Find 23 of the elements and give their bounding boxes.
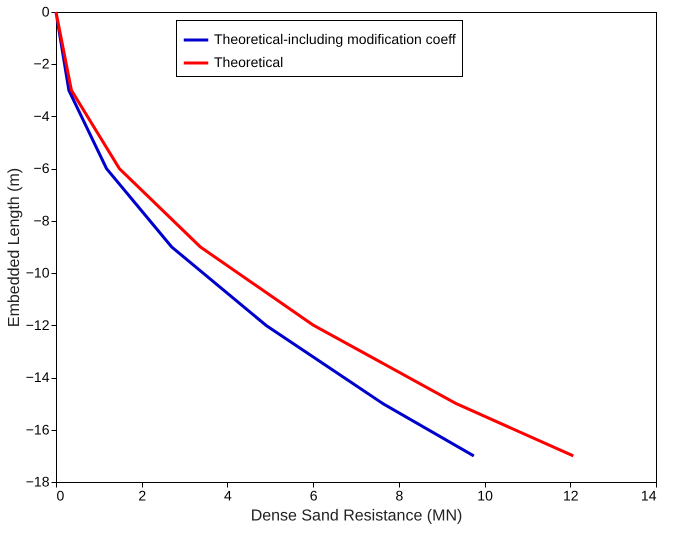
y-tick-label: −6 xyxy=(34,160,50,176)
x-tick-label: 4 xyxy=(224,488,232,504)
line-series xyxy=(54,10,575,458)
y-tick-label: −18 xyxy=(26,474,50,490)
x-tick-label: 8 xyxy=(395,488,404,504)
y-tick-label: −8 xyxy=(34,212,50,228)
y-axis-title: Embedded Length (m) xyxy=(6,168,23,328)
y-tick-label: −12 xyxy=(26,316,50,333)
y-tick-label: −4 xyxy=(34,108,50,124)
x-tick-label: 0 xyxy=(56,488,64,504)
y-tick-label: −2 xyxy=(34,56,50,72)
y-tick-label: −14 xyxy=(26,369,50,386)
x-axis-title: Dense Sand Resistance (MN) xyxy=(250,508,462,524)
x-tick-label: 12 xyxy=(562,488,579,504)
x-tick-label: 10 xyxy=(477,488,494,504)
y-tick-label: 0 xyxy=(42,4,50,20)
y-tick-label: −16 xyxy=(26,421,50,438)
x-tick-label: 2 xyxy=(138,488,146,504)
y-tick-label: −10 xyxy=(26,264,50,281)
x-tick-label: 14 xyxy=(640,488,657,504)
legend-label: Theoretical xyxy=(214,54,284,70)
legend-label: Theoretical-including modification coeff xyxy=(214,31,456,47)
x-tick-label: 6 xyxy=(310,488,318,504)
